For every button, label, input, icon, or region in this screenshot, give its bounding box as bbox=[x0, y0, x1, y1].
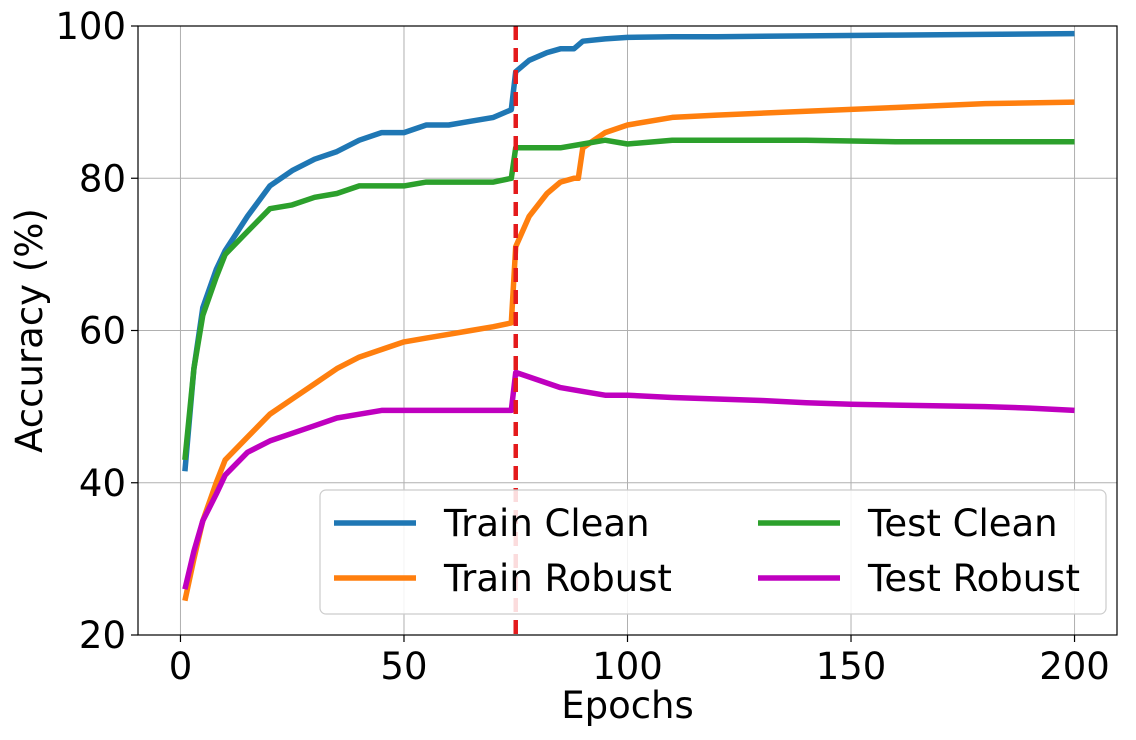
legend-label: Train Clean bbox=[443, 502, 650, 545]
x-axis-label: Epochs bbox=[561, 684, 694, 727]
legend: Train Clean Train Robust Test Clean Test Ro… bbox=[319, 489, 1107, 615]
legend-box bbox=[319, 489, 1107, 615]
x-tick-label: 200 bbox=[1039, 645, 1110, 688]
x-tick-label: 0 bbox=[169, 645, 193, 688]
axis-ticks: 0 50 100 150 200 20 40 60 80 100 bbox=[55, 5, 1109, 688]
y-tick-label: 20 bbox=[79, 614, 126, 657]
legend-label: Test Clean bbox=[867, 502, 1058, 545]
series-line-test-clean bbox=[182, 137, 1075, 461]
y-axis-label: Accuracy (%) bbox=[8, 208, 51, 453]
legend-label: Train Robust bbox=[443, 557, 672, 600]
y-tick-label: 60 bbox=[79, 310, 126, 353]
y-tick-label: 80 bbox=[79, 157, 126, 200]
x-tick-label: 150 bbox=[816, 645, 887, 688]
x-tick-label: 100 bbox=[592, 645, 663, 688]
y-tick-label: 40 bbox=[79, 462, 126, 505]
series-lines bbox=[182, 30, 1075, 602]
series-line-train-clean bbox=[182, 30, 1075, 472]
legend-label: Test Robust bbox=[867, 557, 1080, 600]
series-line-train-robust bbox=[182, 99, 1075, 602]
y-tick-label: 100 bbox=[55, 5, 126, 48]
x-tick-label: 50 bbox=[380, 645, 427, 688]
series-line-test-robust bbox=[182, 369, 1075, 590]
